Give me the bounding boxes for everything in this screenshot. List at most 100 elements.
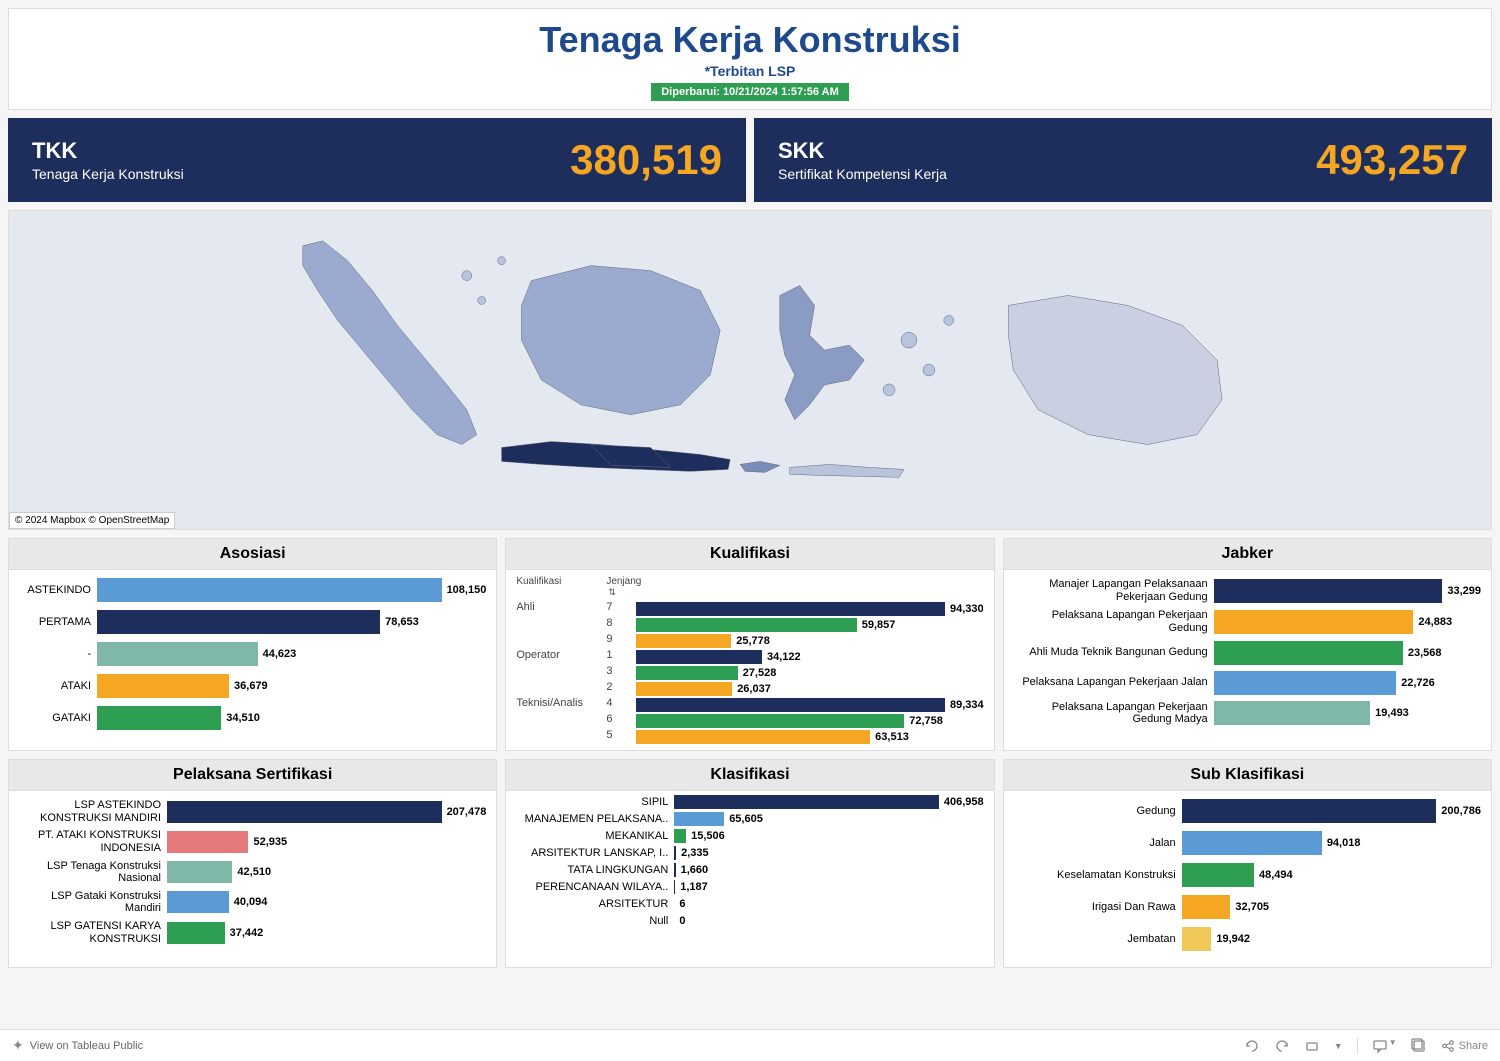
bar-row[interactable]: Irigasi Dan Rawa32,705: [1014, 895, 1481, 919]
bar-row[interactable]: Ahli Muda Teknik Bangunan Gedung23,568: [1014, 641, 1481, 665]
bar-row[interactable]: ARSITEKTUR LANSKAP, I..2,335: [516, 846, 983, 860]
kpi-card-skk: SKK Sertifikat Kompetensi Kerja 493,257: [754, 118, 1492, 202]
bar-row[interactable]: PERENCANAAN WILAYA.. 1,187: [516, 880, 983, 894]
bar-label: PERTAMA: [19, 616, 97, 629]
bar-value: 59,857: [862, 619, 896, 631]
chart-title: Klasifikasi: [506, 760, 993, 791]
bar-row[interactable]: PERTAMA78,653: [19, 610, 486, 634]
undo-icon[interactable]: [1244, 1038, 1260, 1054]
updated-badge: Diperbarui: 10/21/2024 1:57:56 AM: [651, 83, 849, 101]
page-subtitle: *Terbitan LSP: [9, 63, 1491, 79]
map-section[interactable]: © 2024 Mapbox © OpenStreetMap: [8, 210, 1492, 530]
bar-value: 48,494: [1259, 869, 1293, 881]
bar-row[interactable]: LSP ASTEKINDO KONSTRUKSI MANDIRI207,478: [19, 799, 486, 824]
bar-fill: [636, 650, 762, 664]
group-label: Operator: [516, 649, 606, 664]
bar-row[interactable]: 34,122: [636, 649, 983, 664]
bar-fill: [636, 714, 904, 728]
bar-fill: [1214, 579, 1443, 603]
bar-fill: [636, 682, 732, 696]
bar-label: MANAJEMEN PELAKSANA..: [516, 813, 674, 826]
bar-row[interactable]: TATA LINGKUNGAN1,660: [516, 863, 983, 877]
page-title: Tenaga Kerja Konstruksi: [9, 19, 1491, 61]
bar-label: LSP Tenaga Konstruksi Nasional: [19, 860, 167, 885]
download-icon[interactable]: [1411, 1038, 1427, 1054]
chart-pelaksana: Pelaksana Sertifikasi LSP ASTEKINDO KONS…: [8, 759, 497, 968]
kpi-value: 380,519: [570, 136, 722, 184]
bar-row[interactable]: Pelaksana Lapangan Pekerjaan Gedung24,88…: [1014, 609, 1481, 634]
bar-row[interactable]: GATAKI 34,510: [19, 706, 486, 730]
chevron-down-icon[interactable]: ▼: [1334, 1041, 1343, 1051]
bar-row[interactable]: 89,334: [636, 697, 983, 712]
bar-fill: [674, 795, 939, 809]
view-on-tableau-link[interactable]: ✦ View on Tableau Public: [12, 1037, 143, 1054]
bar-row[interactable]: Manajer Lapangan Pelaksanaan Pekerjaan G…: [1014, 578, 1481, 603]
bar-fill: [636, 634, 731, 648]
bar-row[interactable]: Gedung200,786: [1014, 799, 1481, 823]
jenjang-label: 7: [606, 601, 636, 616]
bar-row[interactable]: SIPIL406,958: [516, 795, 983, 809]
share-label: Share: [1459, 1040, 1488, 1052]
bar-label: Manajer Lapangan Pelaksanaan Pekerjaan G…: [1014, 578, 1214, 603]
bar-fill: [97, 578, 442, 602]
bar-row[interactable]: ASTEKINDO108,150: [19, 578, 486, 602]
bar-fill: [97, 642, 258, 666]
bar-row[interactable]: Keselamatan Konstruksi48,494: [1014, 863, 1481, 887]
chart-subklasifikasi: Sub Klasifikasi Gedung200,786Jalan94,018…: [1003, 759, 1492, 968]
bar-value: 207,478: [447, 806, 487, 818]
bar-row[interactable]: LSP Gataki Konstruksi Mandiri40,094: [19, 890, 486, 915]
bar-fill: [1182, 895, 1231, 919]
bar-row[interactable]: -44,623: [19, 642, 486, 666]
bar-row[interactable]: 63,513: [636, 729, 983, 744]
bar-row[interactable]: MEKANIKAL15,506: [516, 829, 983, 843]
group-label: [516, 729, 606, 744]
bar-fill: [1182, 799, 1437, 823]
bar-value: 26,037: [737, 683, 771, 695]
map-attribution: © 2024 Mapbox © OpenStreetMap: [9, 512, 175, 529]
bar-row[interactable]: Jembatan19,942: [1014, 927, 1481, 951]
bar-row[interactable]: ATAKI36,679: [19, 674, 486, 698]
bar-row[interactable]: LSP Tenaga Konstruksi Nasional42,510: [19, 860, 486, 885]
indonesia-map[interactable]: [9, 211, 1491, 529]
bar-value: 0: [679, 915, 685, 927]
redo-icon[interactable]: [1274, 1038, 1290, 1054]
bar-row[interactable]: 27,528: [636, 665, 983, 680]
bar-label: PERENCANAAN WILAYA..: [516, 881, 674, 894]
bar-row[interactable]: Jalan94,018: [1014, 831, 1481, 855]
bar-fill: [674, 846, 676, 860]
bar-label: Pelaksana Lapangan Pekerjaan Jalan: [1014, 676, 1214, 689]
bar-label: Jembatan: [1014, 933, 1182, 946]
bar-value: 72,758: [909, 715, 943, 727]
chart-klasifikasi: Klasifikasi SIPIL406,958 MANAJEMEN PELAKS…: [505, 759, 994, 968]
divider: [1357, 1038, 1358, 1054]
chart-title: Asosiasi: [9, 539, 496, 570]
share-button[interactable]: Share: [1441, 1039, 1488, 1053]
bar-value: 1,187: [680, 881, 708, 893]
bar-fill: [636, 730, 870, 744]
bar-row[interactable]: LSP GATENSI KARYA KONSTRUKSI37,442: [19, 920, 486, 945]
bar-row[interactable]: Null0: [516, 914, 983, 928]
view-label: View on Tableau Public: [30, 1040, 143, 1052]
bar-row[interactable]: Pelaksana Lapangan Pekerjaan Jalan22,726: [1014, 671, 1481, 695]
bar-value: 34,510: [226, 712, 260, 724]
bar-row[interactable]: 26,037: [636, 681, 983, 696]
bar-row[interactable]: 72,758: [636, 713, 983, 728]
bar-fill: [97, 706, 221, 730]
bar-row[interactable]: ARSITEKTUR6: [516, 897, 983, 911]
bar-row[interactable]: MANAJEMEN PELAKSANA..65,605: [516, 812, 983, 826]
bar-row[interactable]: 94,330: [636, 601, 983, 616]
dashboard: Tenaga Kerja Konstruksi *Terbitan LSP Di…: [0, 0, 1500, 976]
bar-row[interactable]: 25,778: [636, 633, 983, 648]
charts-grid: Asosiasi ASTEKINDO108,150 PERTAMA78,653 -4…: [8, 538, 1492, 968]
bar-fill: [167, 831, 248, 853]
comment-icon[interactable]: ▼: [1372, 1038, 1397, 1054]
bar-fill: [674, 863, 675, 877]
bar-row[interactable]: Pelaksana Lapangan Pekerjaan Gedung Mady…: [1014, 701, 1481, 726]
bar-row[interactable]: 59,857: [636, 617, 983, 632]
reset-icon[interactable]: [1304, 1038, 1320, 1054]
bar-row[interactable]: PT. ATAKI KONSTRUKSI INDONESIA52,935: [19, 829, 486, 854]
bar-fill: [1214, 641, 1403, 665]
sort-icon[interactable]: ⇅: [608, 587, 616, 598]
bar-label: GATAKI: [19, 712, 97, 725]
bar-value: 27,528: [743, 667, 777, 679]
